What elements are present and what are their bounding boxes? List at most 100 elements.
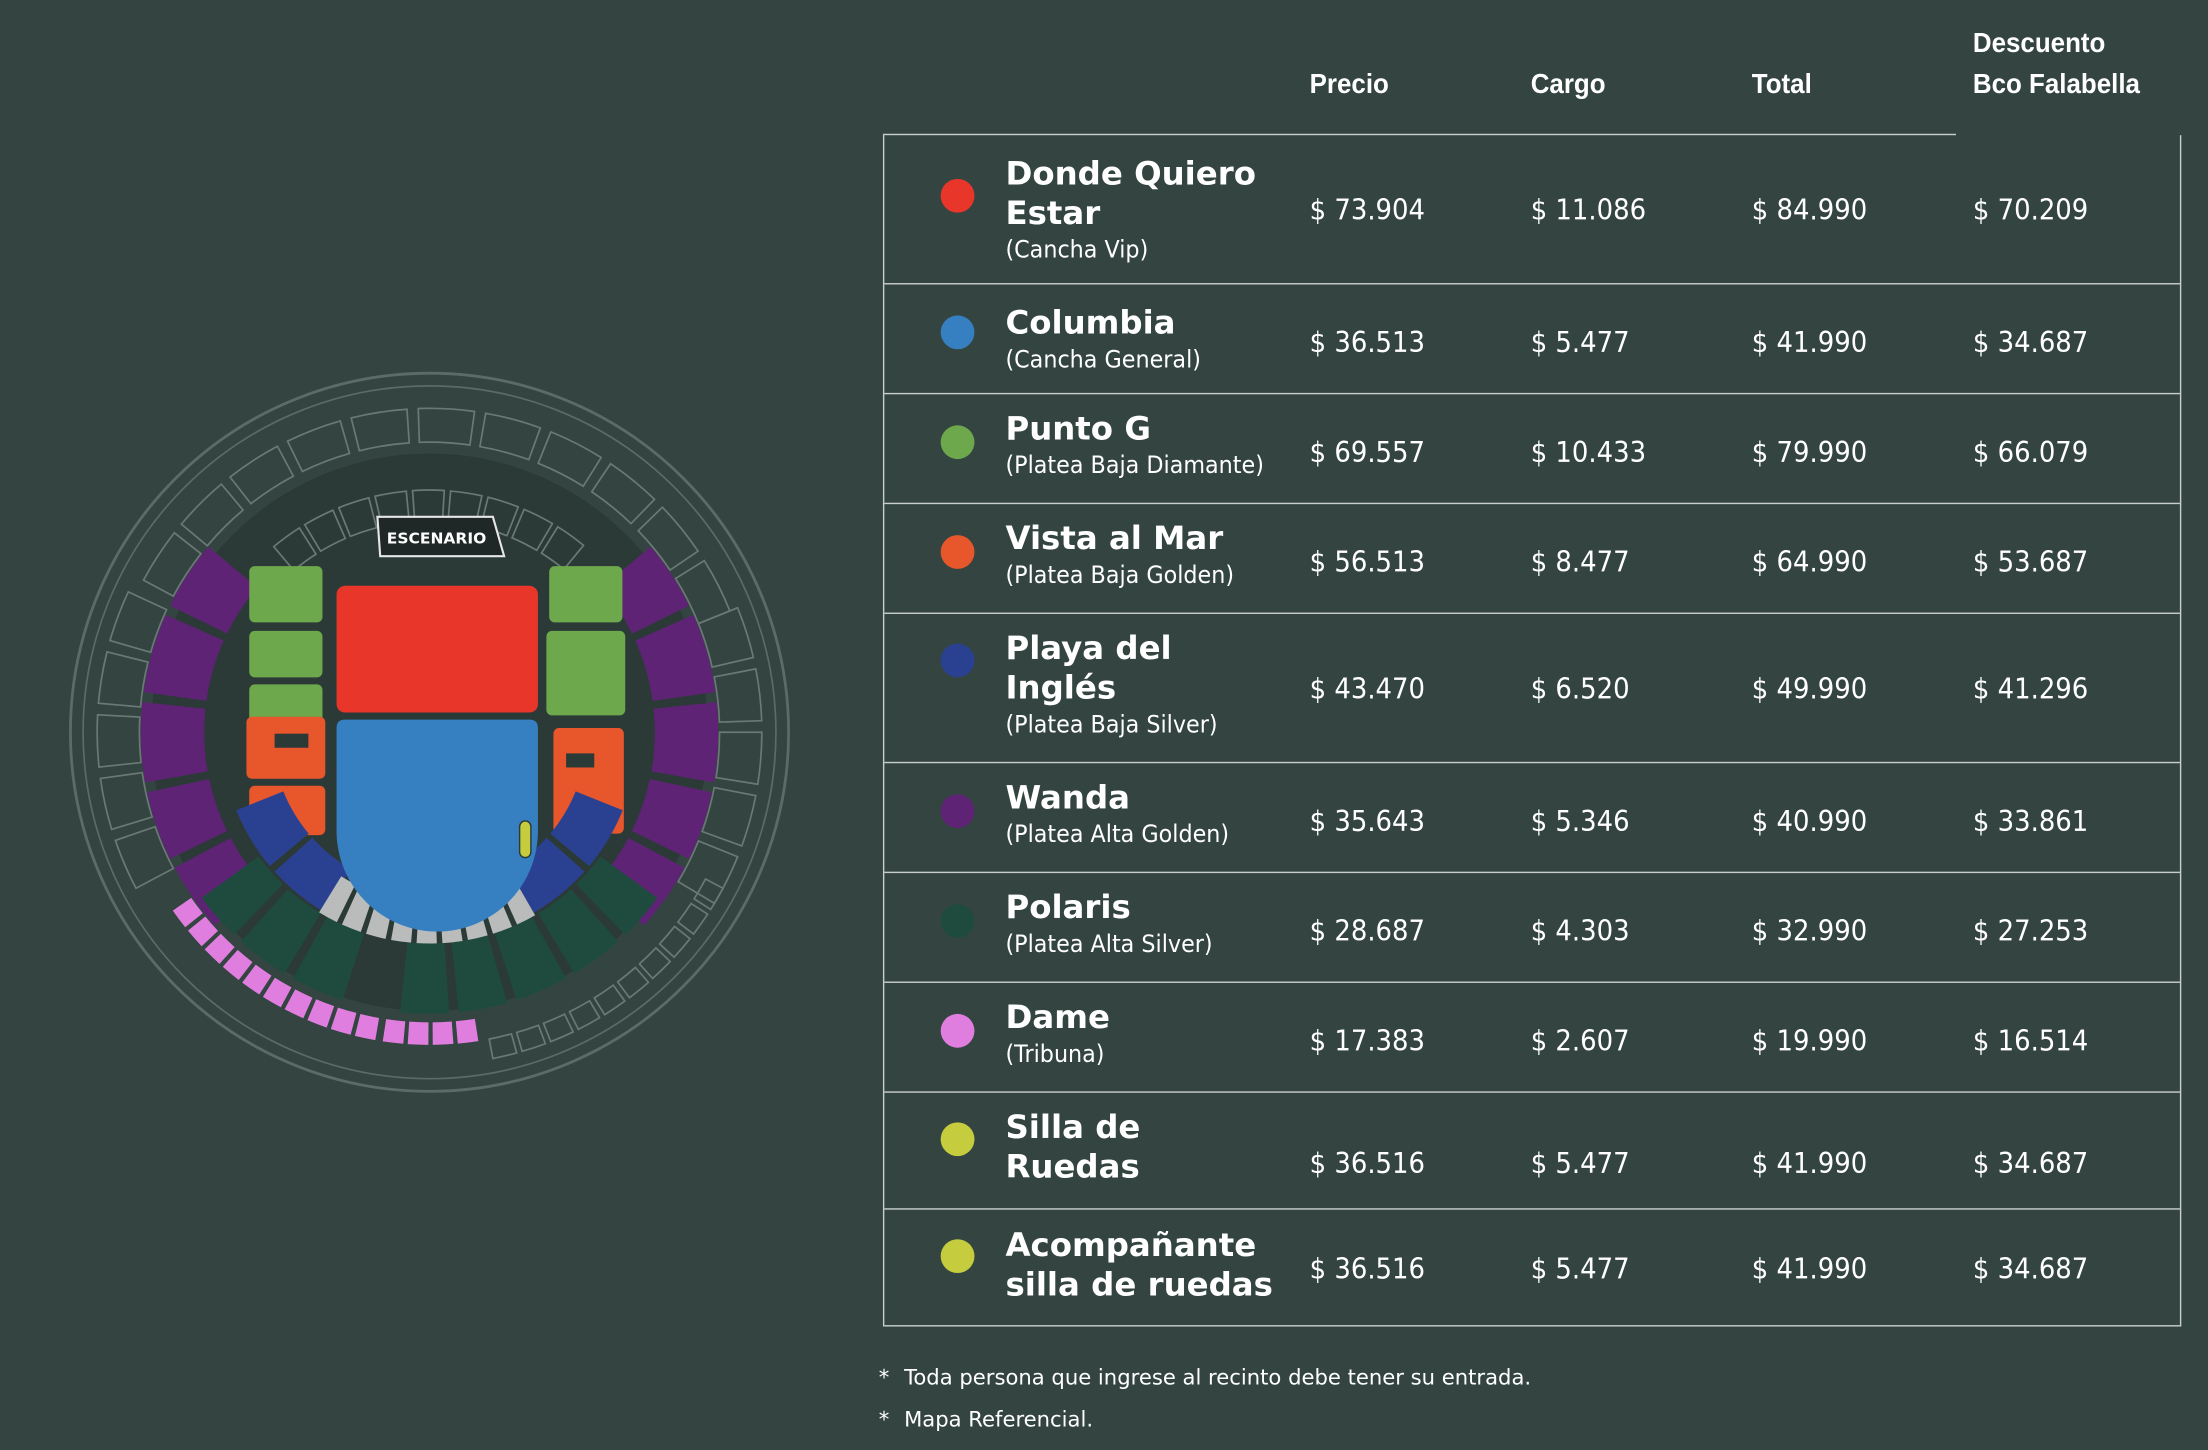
zone-name-line: Wanda xyxy=(1005,780,1130,817)
unassigned-block xyxy=(590,462,656,525)
zone-subtitle: (Cancha Vip) xyxy=(1005,236,1149,265)
zone-tribuna xyxy=(187,916,218,947)
zone-subtitle: (Platea Baja Golden) xyxy=(1005,561,1235,591)
zone-platea-alta-golden xyxy=(147,779,228,859)
zone-platea-alta-golden xyxy=(632,779,712,859)
descuento-cell: $ 41.296 xyxy=(1972,671,2089,706)
zone-platea-alta-golden xyxy=(143,614,224,701)
zone-color-dot xyxy=(940,904,975,938)
zone-name-line: silla de ruedas xyxy=(1005,1267,1273,1304)
zone-name-line: Polaris xyxy=(1005,889,1131,927)
precio-cell: $ 35.643 xyxy=(1309,804,1426,838)
unassigned-block xyxy=(697,606,755,669)
zone-name: Acompañante silla de ruedas xyxy=(1005,1227,1294,1306)
zone-platea-baja-silver xyxy=(550,791,623,867)
zone-tribuna xyxy=(432,1021,454,1045)
zone-color-dot xyxy=(940,794,975,829)
zone-platea-alta-silver xyxy=(292,917,365,1001)
zone-subtitle: (Platea Alta Silver) xyxy=(1005,930,1213,959)
header-total: Total xyxy=(1751,69,1812,100)
unassigned-block xyxy=(515,1024,547,1053)
descuento-cell: $ 34.687 xyxy=(1972,1146,2089,1181)
total-cell: $ 79.990 xyxy=(1751,435,1868,469)
note-text: Toda persona que ingrese al recinto debe… xyxy=(904,1364,1532,1390)
zone-subtitle: (Tribuna) xyxy=(1005,1040,1105,1069)
zone-subtitle: (Platea Alta Golden) xyxy=(1005,820,1230,850)
zone-platea-baja-diamante xyxy=(546,630,626,716)
unassigned-block xyxy=(114,825,175,890)
table-row: Playa del Inglés (Platea Baja Silver) $ 43.… xyxy=(884,614,2180,764)
zone-color-dot xyxy=(940,1013,975,1048)
header-descuento: Descuento Bco Falabella xyxy=(1973,24,2140,106)
zone-name-line: Acompañante xyxy=(1005,1227,1257,1265)
outer-ring xyxy=(69,371,791,1093)
total-cell: $ 41.990 xyxy=(1751,325,1868,360)
cargo-cell: $ 5.346 xyxy=(1530,804,1630,838)
cargo-cell: $ 11.086 xyxy=(1530,192,1647,227)
table-row: Acompañante silla de ruedas $ 36.516 $ 5.47… xyxy=(884,1210,2180,1327)
zone-tribuna xyxy=(407,1021,429,1045)
zone-platea-alta-silver xyxy=(494,917,567,1001)
grey-seat-block xyxy=(319,876,356,923)
precio-cell: $ 36.516 xyxy=(1309,1251,1426,1286)
zone-color-dot xyxy=(940,178,975,213)
stage-shape xyxy=(376,515,506,558)
unassigned-block xyxy=(677,839,739,905)
zone-name-line: Vista al Mar xyxy=(1005,521,1224,558)
zone-subtitle: (Platea Baja Diamante) xyxy=(1005,452,1264,481)
zone-tribuna xyxy=(204,933,235,964)
zone-platea-alta-golden xyxy=(596,838,685,926)
note-text: Mapa Referencial. xyxy=(904,1406,1094,1433)
descuento-cell: $ 53.687 xyxy=(1972,544,2089,579)
zone-platea-alta-golden xyxy=(635,614,716,701)
table-row: Punto G (Platea Baja Diamante) $ 69.557 $ 1… xyxy=(884,394,2180,505)
precio-cell: $ 17.383 xyxy=(1309,1023,1426,1058)
note-entry-required: * Toda persona que ingrese al recinto deb… xyxy=(878,1364,1532,1390)
zone-tribuna xyxy=(455,1018,479,1044)
cargo-cell: $ 5.477 xyxy=(1530,1251,1630,1286)
zone-platea-alta-silver xyxy=(201,856,283,935)
table-row: Vista al Mar (Platea Baja Golden) $ 56.513… xyxy=(884,504,2180,614)
golden-notch xyxy=(274,733,309,748)
zone-name: Dame xyxy=(1005,998,1294,1037)
total-cell: $ 41.990 xyxy=(1751,1146,1868,1181)
zone-platea-alta-silver xyxy=(241,889,321,974)
total-cell: $ 41.990 xyxy=(1751,1251,1868,1286)
zone-platea-alta-silver xyxy=(576,856,658,935)
header-divider xyxy=(882,133,1956,136)
cargo-cell: $ 5.477 xyxy=(1530,325,1630,360)
zone-name: Vista al Mar xyxy=(1005,520,1294,559)
venue-seating-map: ESCENARIO xyxy=(69,371,791,1093)
unassigned-block xyxy=(228,445,295,505)
zone-name-line: Silla de xyxy=(1005,1109,1141,1147)
zone-platea-baja-silver xyxy=(236,791,309,867)
zone-color-dot xyxy=(940,315,975,350)
unassigned-block xyxy=(286,419,351,473)
total-cell: $ 19.990 xyxy=(1751,1023,1868,1058)
descuento-cell: $ 16.514 xyxy=(1972,1023,2089,1058)
descuento-cell: $ 66.079 xyxy=(1972,435,2089,469)
note-reference-map: * Mapa Referencial. xyxy=(878,1406,1094,1433)
cargo-cell: $ 4.303 xyxy=(1530,913,1630,948)
table-row: Polaris (Platea Alta Silver) $ 28.687 $ 4.3… xyxy=(884,873,2180,983)
zone-color-dot xyxy=(940,1122,975,1157)
table-row: Donde Quiero Estar (Cancha Vip) $ 73.904 $ 1… xyxy=(884,135,2180,285)
descuento-cell: $ 33.861 xyxy=(1972,804,2089,838)
zone-name-line: Dame xyxy=(1005,999,1110,1037)
unassigned-block xyxy=(108,590,168,654)
descuento-cell: $ 27.253 xyxy=(1972,913,2089,948)
zone-platea-alta-golden xyxy=(602,546,690,634)
zone-name-line: Ruedas xyxy=(1005,1149,1140,1186)
golden-notch xyxy=(566,753,595,768)
zone-platea-alta-golden xyxy=(169,546,257,634)
descuento-cell: $ 34.687 xyxy=(1972,1251,2089,1286)
header-cargo: Cargo xyxy=(1530,69,1606,100)
zone-name-line: Playa del xyxy=(1005,630,1172,668)
cargo-cell: $ 6.520 xyxy=(1530,671,1630,706)
unassigned-block xyxy=(478,412,542,461)
zone-tribuna xyxy=(354,1014,380,1041)
zone-color-dot xyxy=(940,425,975,460)
total-cell: $ 49.990 xyxy=(1751,671,1868,706)
